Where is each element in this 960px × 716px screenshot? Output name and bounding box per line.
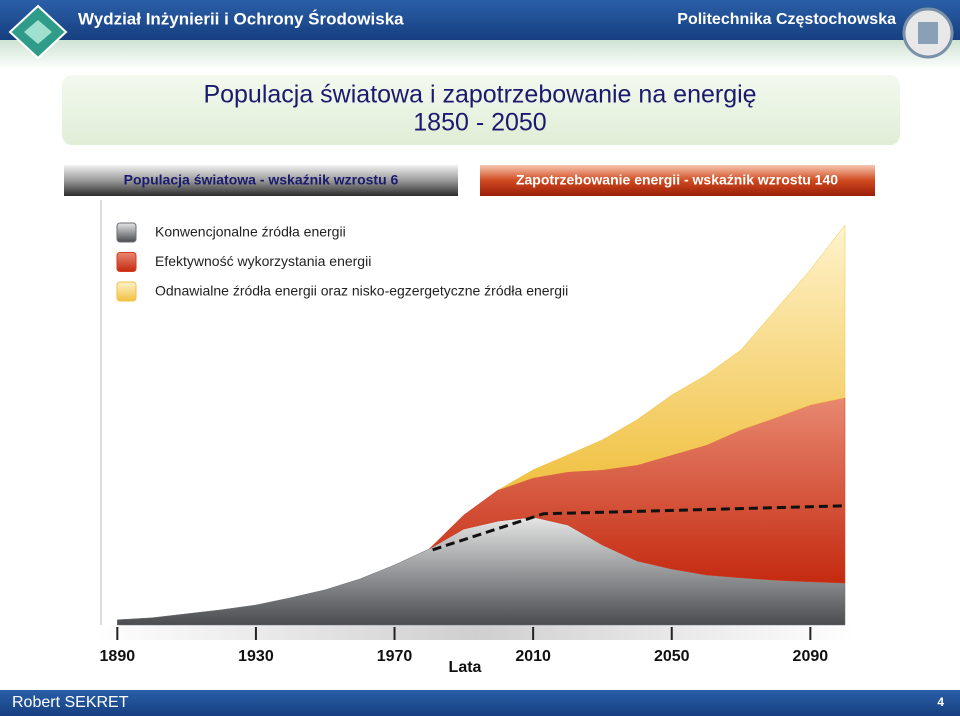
x-tick-label: 2050	[654, 648, 690, 665]
banner-population	[64, 165, 458, 196]
legend-label: Konwencjonalne źródła energii	[155, 224, 346, 240]
chart-subtitle: 1850 - 2050	[413, 109, 546, 137]
page-number: 4	[937, 695, 944, 709]
header-faculty: Wydział Inżynierii i Ochrony Środowiska	[78, 9, 404, 28]
x-tick-label: 2090	[793, 648, 829, 665]
header-fade	[0, 40, 960, 70]
chart-title: Populacja światowa i zapotrzebowanie na …	[203, 81, 756, 109]
footer-author: Robert SEKRET	[12, 694, 129, 711]
legend-swatch	[116, 252, 137, 272]
legend-label: Odnawialne źródła energii oraz nisko-egz…	[155, 283, 568, 299]
footer-bar	[0, 690, 960, 716]
legend-swatch	[116, 222, 137, 243]
area	[117, 516, 846, 626]
header-university: Politechnika Częstochowska	[677, 11, 896, 28]
logo-inner	[24, 20, 52, 44]
x-axis-band	[95, 625, 855, 640]
x-axis-label: Lata	[449, 659, 482, 676]
plot: 1890 1930 1970 2010 2050 2090	[100, 224, 846, 665]
banner-text: Populacja światowa - wskaźnik wzrostu 6	[124, 172, 399, 188]
banner-text: Zapotrzebowanie energii - wskaźnik wzros…	[516, 172, 838, 188]
legend-swatch	[116, 281, 137, 302]
legend-label: Efektywność wykorzystania energii	[155, 253, 371, 269]
x-tick-label: 2010	[515, 648, 551, 665]
banner-energy	[480, 165, 875, 196]
x-tick-label: 1890	[100, 648, 136, 665]
title-box	[62, 75, 900, 145]
emblem-tower	[918, 22, 938, 44]
x-tick-label: 1970	[377, 648, 413, 665]
x-tick-label: 1930	[238, 648, 274, 665]
trend-line	[432, 504, 846, 552]
area	[498, 224, 846, 491]
header-bar	[0, 0, 960, 40]
